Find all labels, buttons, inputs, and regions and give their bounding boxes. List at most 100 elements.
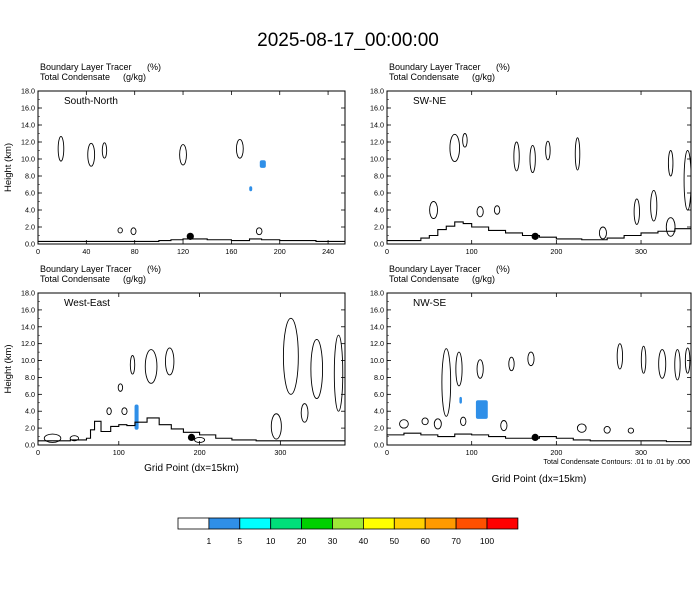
y-tick-label: 18.0 [21,87,35,96]
y-tick-label: 8.0 [374,373,384,382]
condensate-contour [513,141,520,172]
colorbar-cell [177,517,210,530]
tracer-blob [459,396,462,404]
x-tick-label: 160 [225,247,237,256]
condensate-contour [87,142,96,167]
colorbar-label: 1 [207,536,212,546]
colorbar: 1 5 10 20 30 40 50 60 70 100 [177,517,519,546]
x-tick-label: 100 [113,448,125,457]
x-tick-label: 0 [36,448,40,457]
y-tick-label: 12.0 [370,339,384,348]
x-axis-label: Grid Point (dx=15km) [144,463,239,474]
condensate-contour [117,227,123,234]
x-tick-label: 300 [274,448,286,457]
x-tick-label: 200 [274,247,286,256]
condensate-contour [616,343,624,370]
location-marker [531,433,539,441]
x-tick-label: 80 [131,247,139,256]
panel-unit1-label: (%) [496,62,510,72]
condensate-contour [69,435,80,442]
plot-frame [386,90,692,245]
colorbar-cell [270,517,303,530]
y-tick-label: 2.0 [374,424,384,433]
colorbar-cell [393,517,426,530]
x-tick-label: 0 [385,448,389,457]
condensate-contour [665,217,676,237]
tracer-blob [475,400,488,419]
condensate-contour [576,423,587,433]
condensate-contour [500,420,508,432]
y-axis-label: Height (km) [3,143,14,192]
y-tick-label: 10.0 [21,155,35,164]
condensate-contour [658,349,667,379]
panel-nw-se: Boundary Layer Tracer (%) Total Condensate… [370,264,692,485]
y-tick-label: 6.0 [374,189,384,198]
condensate-contour [255,227,263,236]
tracer-blob [259,160,266,168]
plot-area [38,136,345,242]
y-tick-label: 16.0 [370,104,384,113]
condensate-contour [449,133,461,162]
y-tick-label: 4.0 [25,206,35,215]
condensate-contour [633,198,640,225]
panel-unit1-label: (%) [147,264,161,274]
condensate-contour [667,150,674,177]
panel-sw-ne: Boundary Layer Tracer (%) Total Condensate… [370,62,692,256]
condensate-contour [650,189,658,222]
x-tick-label: 0 [385,247,389,256]
plot-area [387,343,691,443]
x-tick-label: 200 [550,448,562,457]
x-tick-label: 100 [466,448,478,457]
condensate-contour [493,205,501,215]
panel-unit1-label: (%) [496,264,510,274]
contour-note: Total Condensate Contours: .01 to .01 by… [543,457,690,466]
colorbar-label: 20 [297,536,307,546]
y-tick-label: 12.0 [21,339,35,348]
y-tick-label: 14.0 [21,121,35,130]
condensate-contour [399,419,409,429]
condensate-contour [462,133,468,148]
colorbar-label: 70 [451,536,461,546]
colorbar-cell [486,517,519,530]
condensate-contour [282,317,299,395]
colorbar-label: 100 [480,536,494,546]
x-tick-label: 300 [635,448,647,457]
cross-section-label: SW-NE [413,96,446,107]
panel-unit2-label: (g/kg) [123,72,146,82]
y-tick-label: 4.0 [374,206,384,215]
colorbar-cell [208,517,241,530]
colorbar-cell [239,517,272,530]
colorbar-cell [301,517,333,530]
panel-var1-label: Boundary Layer Tracer [389,62,481,72]
condensate-contour [43,433,62,443]
x-axis-label: Grid Point (dx=15km) [492,474,587,485]
cross-section-label: NW-SE [413,298,446,309]
y-tick-label: 14.0 [370,121,384,130]
x-tick-label: 200 [550,247,562,256]
condensate-contour [300,403,309,423]
condensate-contour [101,142,108,159]
panel-unit2-label: (g/kg) [472,72,495,82]
colorbar-label: 10 [266,536,276,546]
plot-area [387,133,691,242]
panel-var1-label: Boundary Layer Tracer [40,264,132,274]
y-tick-label: 10.0 [370,356,384,365]
condensate-contour [129,355,136,375]
plot-frame [37,90,346,245]
x-tick-label: 100 [466,247,478,256]
condensate-contour [674,349,681,381]
condensate-contour [441,348,452,417]
y-tick-label: 12.0 [370,138,384,147]
condensate-contour [476,206,484,218]
panel-west-east: Boundary Layer Tracer (%) Total Condensate… [3,264,346,474]
colorbar-label: 5 [237,536,242,546]
y-tick-label: 2.0 [374,223,384,232]
tracer-blob [249,186,253,192]
y-tick-label: 18.0 [370,289,384,298]
pbl-height-line [387,432,691,443]
panel-var2-label: Total Condensate [389,274,459,284]
page-title: 2025-08-17_00:00:00 [257,30,439,51]
condensate-contour [235,138,244,159]
condensate-contour [603,425,611,434]
condensate-contour [106,407,112,416]
